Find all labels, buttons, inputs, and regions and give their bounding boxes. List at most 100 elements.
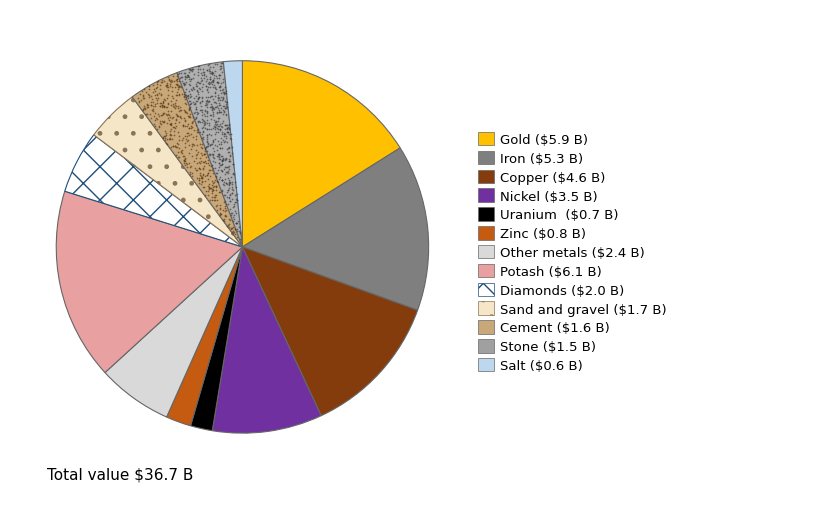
- Point: [178, 157, 191, 165]
- Point: [210, 61, 223, 69]
- Point: [206, 105, 219, 113]
- Point: [209, 72, 222, 80]
- Point: [209, 125, 222, 133]
- Point: [178, 89, 191, 97]
- Point: [224, 206, 237, 214]
- Point: [202, 150, 216, 159]
- Point: [152, 124, 166, 132]
- Point: [206, 104, 219, 112]
- Point: [209, 176, 222, 184]
- Point: [212, 153, 225, 161]
- Point: [194, 74, 207, 82]
- Point: [169, 103, 182, 111]
- Point: [216, 124, 229, 132]
- Point: [217, 182, 230, 190]
- Point: [198, 102, 212, 110]
- Point: [221, 194, 234, 202]
- Point: [181, 92, 195, 100]
- Point: [210, 182, 223, 190]
- Point: [212, 141, 226, 149]
- Point: [140, 89, 153, 97]
- Point: [216, 79, 229, 87]
- Point: [213, 63, 227, 71]
- Point: [224, 136, 237, 144]
- Point: [189, 155, 202, 163]
- Point: [191, 65, 205, 73]
- Point: [206, 64, 220, 72]
- Point: [205, 107, 218, 115]
- Point: [225, 174, 238, 182]
- Point: [210, 170, 223, 178]
- Point: [195, 140, 208, 148]
- Point: [186, 66, 200, 74]
- Point: [189, 133, 202, 141]
- Point: [209, 169, 222, 177]
- Point: [216, 168, 229, 176]
- Point: [209, 124, 222, 132]
- Point: [205, 187, 218, 195]
- Point: [150, 84, 164, 92]
- Point: [197, 71, 211, 79]
- Point: [211, 201, 224, 210]
- Point: [226, 227, 239, 235]
- Point: [221, 129, 234, 137]
- Point: [222, 215, 235, 223]
- Point: [215, 157, 228, 165]
- Point: [183, 111, 196, 119]
- Point: [186, 120, 199, 128]
- Point: [213, 125, 227, 133]
- Point: [169, 120, 182, 128]
- Point: [183, 171, 196, 179]
- Point: [160, 111, 173, 119]
- Point: [164, 80, 177, 88]
- Point: [192, 94, 206, 102]
- Point: [156, 99, 170, 107]
- Point: [212, 80, 225, 88]
- Point: [227, 214, 240, 222]
- Point: [213, 102, 227, 110]
- Point: [192, 158, 206, 166]
- Point: [150, 80, 164, 88]
- Point: [195, 149, 208, 157]
- Point: [225, 209, 238, 217]
- Point: [227, 228, 241, 236]
- Point: [200, 188, 213, 196]
- Point: [142, 83, 155, 91]
- Point: [196, 171, 210, 179]
- Point: [171, 103, 185, 111]
- Point: [183, 106, 196, 114]
- Point: [178, 118, 191, 126]
- Point: [213, 150, 227, 159]
- Point: [206, 77, 220, 85]
- Point: [202, 80, 216, 88]
- Point: [175, 69, 188, 77]
- Point: [191, 86, 204, 94]
- Point: [189, 167, 202, 175]
- Point: [213, 161, 227, 169]
- Point: [200, 131, 213, 139]
- Point: [203, 76, 217, 84]
- Point: [217, 90, 231, 98]
- Point: [210, 124, 223, 132]
- Point: [212, 95, 225, 103]
- Point: [206, 157, 220, 165]
- Point: [175, 90, 188, 98]
- Point: [220, 112, 233, 120]
- Point: [202, 68, 216, 76]
- Point: [216, 76, 229, 84]
- Point: [218, 122, 232, 130]
- Point: [161, 81, 174, 89]
- Point: [222, 184, 235, 192]
- Point: [222, 177, 235, 185]
- Point: [215, 105, 228, 113]
- Point: [201, 66, 215, 74]
- Point: [153, 120, 166, 128]
- Point: [181, 137, 194, 145]
- Point: [198, 158, 212, 166]
- Point: [191, 96, 205, 104]
- Point: [206, 165, 220, 173]
- Point: [157, 119, 171, 127]
- Point: [201, 62, 214, 70]
- Point: [222, 195, 236, 203]
- Point: [189, 82, 202, 90]
